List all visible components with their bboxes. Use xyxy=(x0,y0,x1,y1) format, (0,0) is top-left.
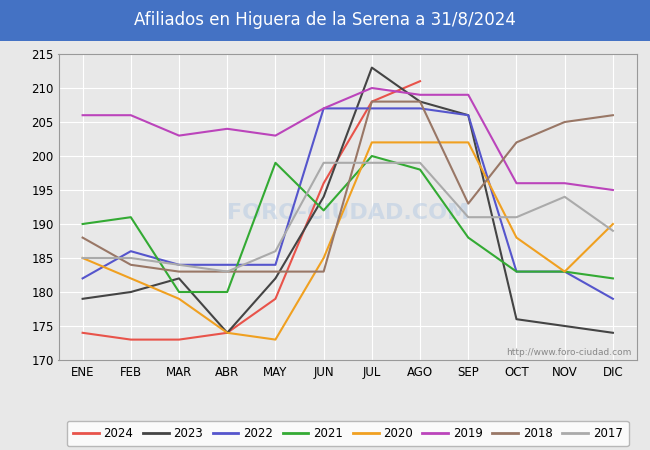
Text: http://www.foro-ciudad.com: http://www.foro-ciudad.com xyxy=(506,348,631,357)
Text: FORO-CIUDAD.COM: FORO-CIUDAD.COM xyxy=(227,203,469,223)
Text: Afiliados en Higuera de la Serena a 31/8/2024: Afiliados en Higuera de la Serena a 31/8… xyxy=(134,11,516,29)
Legend: 2024, 2023, 2022, 2021, 2020, 2019, 2018, 2017: 2024, 2023, 2022, 2021, 2020, 2019, 2018… xyxy=(67,421,629,446)
